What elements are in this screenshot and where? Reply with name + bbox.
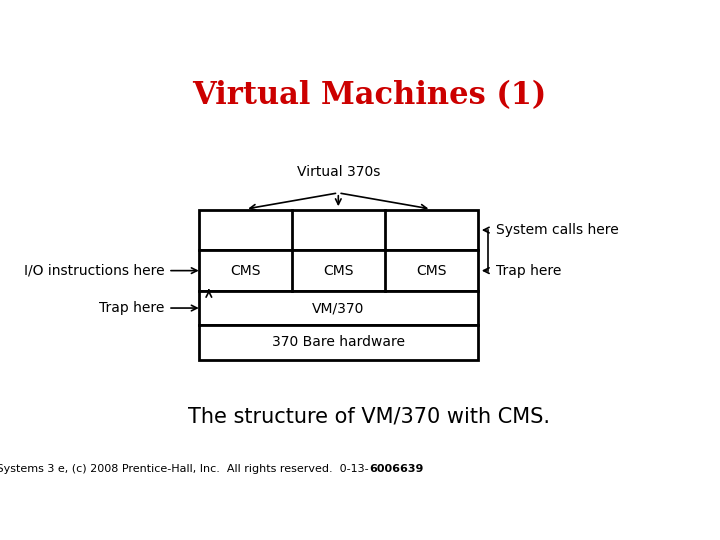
Bar (199, 250, 478, 292)
Text: Trap here: Trap here (496, 264, 562, 278)
Text: CMS: CMS (416, 264, 446, 278)
Text: CMS: CMS (230, 264, 261, 278)
Text: 370 Bare hardware: 370 Bare hardware (272, 335, 405, 349)
Text: Virtual Machines (1): Virtual Machines (1) (192, 80, 546, 111)
Text: Tanenbaum, Modern Operating Systems 3 e, (c) 2008 Prentice-Hall, Inc.  All right: Tanenbaum, Modern Operating Systems 3 e,… (0, 464, 369, 474)
Bar (199, 210, 478, 250)
Text: Virtual 370s: Virtual 370s (297, 165, 380, 179)
Text: CMS: CMS (323, 264, 354, 278)
Text: I/O instructions here: I/O instructions here (24, 264, 164, 278)
Text: Trap here: Trap here (99, 301, 164, 315)
Text: The structure of VM/370 with CMS.: The structure of VM/370 with CMS. (188, 406, 550, 426)
Bar (199, 292, 478, 325)
Bar (199, 325, 478, 360)
Text: 6006639: 6006639 (369, 464, 423, 474)
Text: VM/370: VM/370 (312, 301, 364, 315)
Text: System calls here: System calls here (496, 223, 619, 237)
